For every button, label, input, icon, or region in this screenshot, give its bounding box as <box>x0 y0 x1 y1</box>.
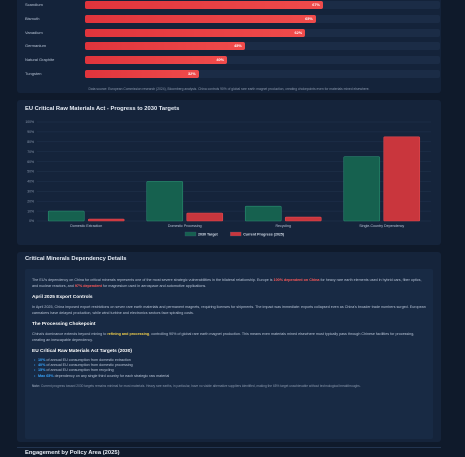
dependency-bar-value: 67% <box>312 3 320 7</box>
dependency-bar-label: Natural Graphite <box>25 57 55 62</box>
target-item: 40% of annual EU consumption from domest… <box>32 363 426 368</box>
bar-current-progress-2025- <box>284 216 322 222</box>
y-tick-label: 20% <box>27 199 34 203</box>
details-title: Critical Minerals Dependency Details <box>25 256 127 262</box>
dependency-bar-label: Germanium <box>25 43 46 48</box>
dependency-bar-label: Vanadium <box>25 30 43 35</box>
dependency-bar-label: Bismuth <box>25 16 40 21</box>
export-controls-paragraph: In April 2025, China imposed export rest… <box>32 305 426 315</box>
dependency-bar-panel: Scandium 67% Bismuth 65% Vanadium 62% Germaniu… <box>17 0 441 93</box>
dependency-bar-label: Tungsten <box>25 71 42 76</box>
bar-current-progress-2025- <box>186 212 224 222</box>
dependency-bar-row: Bismuth 65% <box>17 15 441 23</box>
targets-heading: EU Critical Raw Materials Act Targets (2… <box>32 349 132 354</box>
bar-2030-target <box>343 156 381 222</box>
y-tick-label: 80% <box>27 140 34 144</box>
processing-paragraph: China's dominance extends beyond mining … <box>32 332 415 342</box>
dependency-bar-track: 62% <box>85 29 440 37</box>
y-tick-label: 10% <box>27 209 34 213</box>
targets-chart-panel: EU Critical Raw Materials Act - Progress… <box>17 100 441 245</box>
dependency-bar-fill: 45% <box>85 42 245 50</box>
target-item: 15% of annual EU consumption from recycl… <box>32 368 426 373</box>
y-tick-label: 0% <box>29 219 34 223</box>
y-tick-label: 60% <box>27 160 34 164</box>
bar-current-progress-2025- <box>383 136 421 222</box>
targets-column-chart: 0% 10% 20% 30% 40% 50% 60% 70% 80% 90% 100% Domesti… <box>25 120 431 237</box>
dependency-bar-row: Vanadium 62% <box>17 29 441 37</box>
y-tick-label: 100% <box>25 120 34 124</box>
dependency-bar-track: 65% <box>85 15 440 23</box>
legend-swatch <box>184 231 197 237</box>
engagement-section-title: Engagement by Policy Area (2025) <box>25 450 120 456</box>
dependency-bar-fill: 67% <box>85 1 323 9</box>
legend-swatch <box>230 231 242 237</box>
dependency-bar-fill: 32% <box>85 70 199 78</box>
source-note: Data source: European Commission researc… <box>88 87 370 91</box>
x-tick-label: Single-Country Dependency <box>359 224 404 228</box>
y-tick-label: 30% <box>27 190 34 194</box>
dependency-bar-fill: 40% <box>85 56 227 64</box>
x-tick-label: Domestic Processing <box>168 224 202 228</box>
dependency-bar-value: 62% <box>294 31 303 35</box>
dependency-bar-track: 40% <box>85 56 440 64</box>
details-content: The EU's dependency on China for critica… <box>25 269 433 439</box>
bar-2030-target <box>47 210 85 222</box>
section-divider <box>17 447 441 448</box>
dependency-bar-fill: 65% <box>85 15 316 23</box>
dependency-bar-value: 32% <box>187 72 196 76</box>
dependency-bar-value: 45% <box>234 44 242 48</box>
legend-label: 2030 Target <box>198 233 219 237</box>
dependency-bar-value: 65% <box>305 17 313 21</box>
targets-list: 10% of annual EU consumption from domest… <box>32 358 426 379</box>
chart-title: EU Critical Raw Materials Act - Progress… <box>25 106 180 112</box>
x-tick-label: Recycling <box>275 224 291 228</box>
dependency-bar-label: Scandium <box>25 2 43 7</box>
bar-2030-target <box>146 181 184 222</box>
y-tick-label: 40% <box>27 180 34 184</box>
bar-2030-target <box>244 205 282 222</box>
dependency-bar-track: 67% <box>85 1 440 9</box>
legend-label: Current Progress (2025) <box>243 233 285 237</box>
y-tick-label: 90% <box>27 130 34 134</box>
details-note: Note: Current progress toward 2030 targe… <box>32 383 361 388</box>
intro-paragraph: The EU's dependency on China for critica… <box>32 278 422 288</box>
export-controls-heading: April 2025 Export Controls <box>32 295 93 300</box>
target-item: Max 65% dependency on any single third c… <box>32 374 426 379</box>
details-panel: Critical Minerals Dependency Details The… <box>17 252 441 442</box>
dependency-bar-row: Germanium 45% <box>17 42 441 50</box>
dependency-bar-value: 40% <box>216 58 224 62</box>
dependency-bar-track: 45% <box>85 42 440 50</box>
dependency-bar-row: Natural Graphite 40% <box>17 56 441 64</box>
dependency-bar-fill: 62% <box>85 29 306 37</box>
x-tick-label: Domestic Extraction <box>70 224 102 228</box>
y-tick-label: 70% <box>27 150 34 154</box>
processing-heading: The Processing Chokepoint <box>32 322 96 327</box>
dependency-bar-row: Scandium 67% <box>17 1 441 9</box>
target-item: 10% of annual EU consumption from domest… <box>32 358 426 363</box>
bar-current-progress-2025- <box>87 218 125 222</box>
y-tick-label: 50% <box>27 170 34 174</box>
dependency-bar-row: Tungsten 32% <box>17 70 441 78</box>
dependency-bar-track: 32% <box>85 70 440 78</box>
